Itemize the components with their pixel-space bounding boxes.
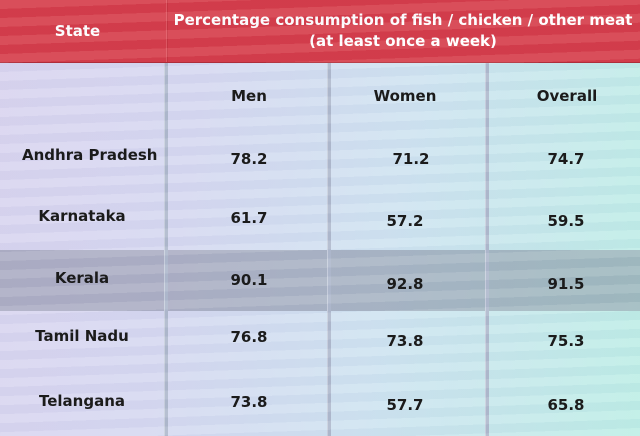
column-divider (327, 62, 331, 436)
row-women-value: 57.7 (386, 396, 424, 414)
row-state-label: Karnataka (38, 207, 126, 225)
column-header-women: Women (373, 87, 437, 105)
row-overall-value: 59.5 (547, 212, 585, 230)
row-overall-value: 74.7 (547, 150, 585, 168)
row-state-label: Andhra Pradesh (22, 146, 158, 164)
row-overall-value: 91.5 (547, 275, 585, 293)
row-state-label: Telangana (38, 392, 125, 410)
row-state-label: Kerala (54, 269, 110, 287)
header-state: State (54, 21, 101, 40)
header-group-title: Percentage consumption of fish / chicken… (173, 11, 633, 50)
row-women-value: 92.8 (386, 275, 424, 293)
row-men-value: 78.2 (230, 150, 268, 168)
row-state-label: Tamil Nadu (35, 327, 129, 345)
row-men-value: 61.7 (230, 209, 268, 227)
column-header-men: Men (231, 87, 267, 105)
row-women-value: 73.8 (386, 332, 424, 350)
column-divider (164, 62, 168, 436)
row-overall-value: 65.8 (547, 396, 585, 414)
column-header-overall: Overall (536, 87, 598, 105)
row-overall-value: 75.3 (547, 332, 585, 350)
table-header: State Percentage consumption of fish / c… (0, 0, 640, 63)
row-men-value: 76.8 (230, 328, 268, 346)
header-divider (166, 0, 168, 62)
highlighted-row-kerala (0, 250, 640, 311)
row-men-value: 73.8 (230, 393, 268, 411)
row-women-value: 71.2 (392, 150, 430, 168)
row-women-value: 57.2 (386, 212, 424, 230)
row-men-value: 90.1 (230, 271, 268, 289)
column-divider (485, 62, 489, 436)
